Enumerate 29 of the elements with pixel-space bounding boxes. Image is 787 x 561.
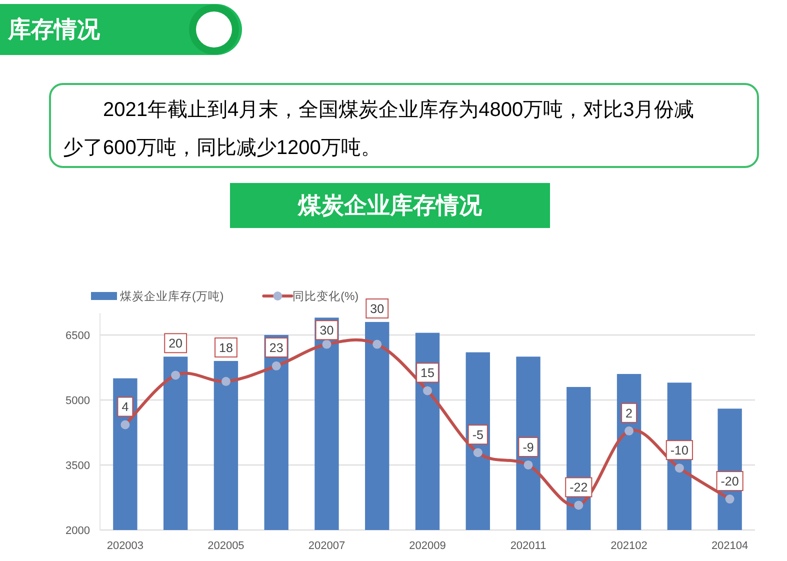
data-label: 4 bbox=[122, 400, 129, 414]
data-label: 20 bbox=[168, 336, 183, 351]
y-tick-label: 5000 bbox=[66, 394, 90, 407]
data-label: -5 bbox=[472, 428, 484, 442]
data-label: 2 bbox=[626, 406, 633, 420]
y-tick-label: 6500 bbox=[66, 330, 90, 342]
legend-label: 同比变化(%) bbox=[292, 289, 359, 303]
data-label: -22 bbox=[570, 480, 588, 495]
data-label: -10 bbox=[670, 444, 688, 458]
legend-label: 煤炭企业库存(万吨) bbox=[120, 289, 224, 303]
y-tick-label: 3500 bbox=[66, 460, 90, 472]
x-tick-label: 202007 bbox=[308, 540, 346, 552]
x-tick-label: 202104 bbox=[711, 540, 748, 552]
data-label: 15 bbox=[420, 366, 434, 380]
x-tick-label: 202011 bbox=[510, 540, 546, 552]
data-label: 23 bbox=[269, 340, 284, 355]
data-label: 30 bbox=[320, 324, 334, 338]
data-label: 18 bbox=[219, 340, 233, 355]
y-tick-label: 2000 bbox=[66, 525, 90, 537]
data-label: -9 bbox=[522, 440, 534, 454]
x-tick-label: 202003 bbox=[106, 540, 144, 552]
data-label: 30 bbox=[370, 302, 384, 316]
text: 库存情况 bbox=[8, 15, 100, 44]
text: 2021年截止到4月末，全国煤炭企业库存为4800万吨，对比3月份减少了600万吨，同比减少1200万吨。 bbox=[63, 98, 696, 161]
x-tick-label: 202005 bbox=[208, 540, 244, 552]
x-tick-label: 202102 bbox=[610, 540, 648, 552]
x-tick-label: 202009 bbox=[409, 540, 446, 552]
chart-title: 煤炭企业库存情况 bbox=[230, 183, 550, 228]
data-label: -20 bbox=[720, 474, 739, 489]
